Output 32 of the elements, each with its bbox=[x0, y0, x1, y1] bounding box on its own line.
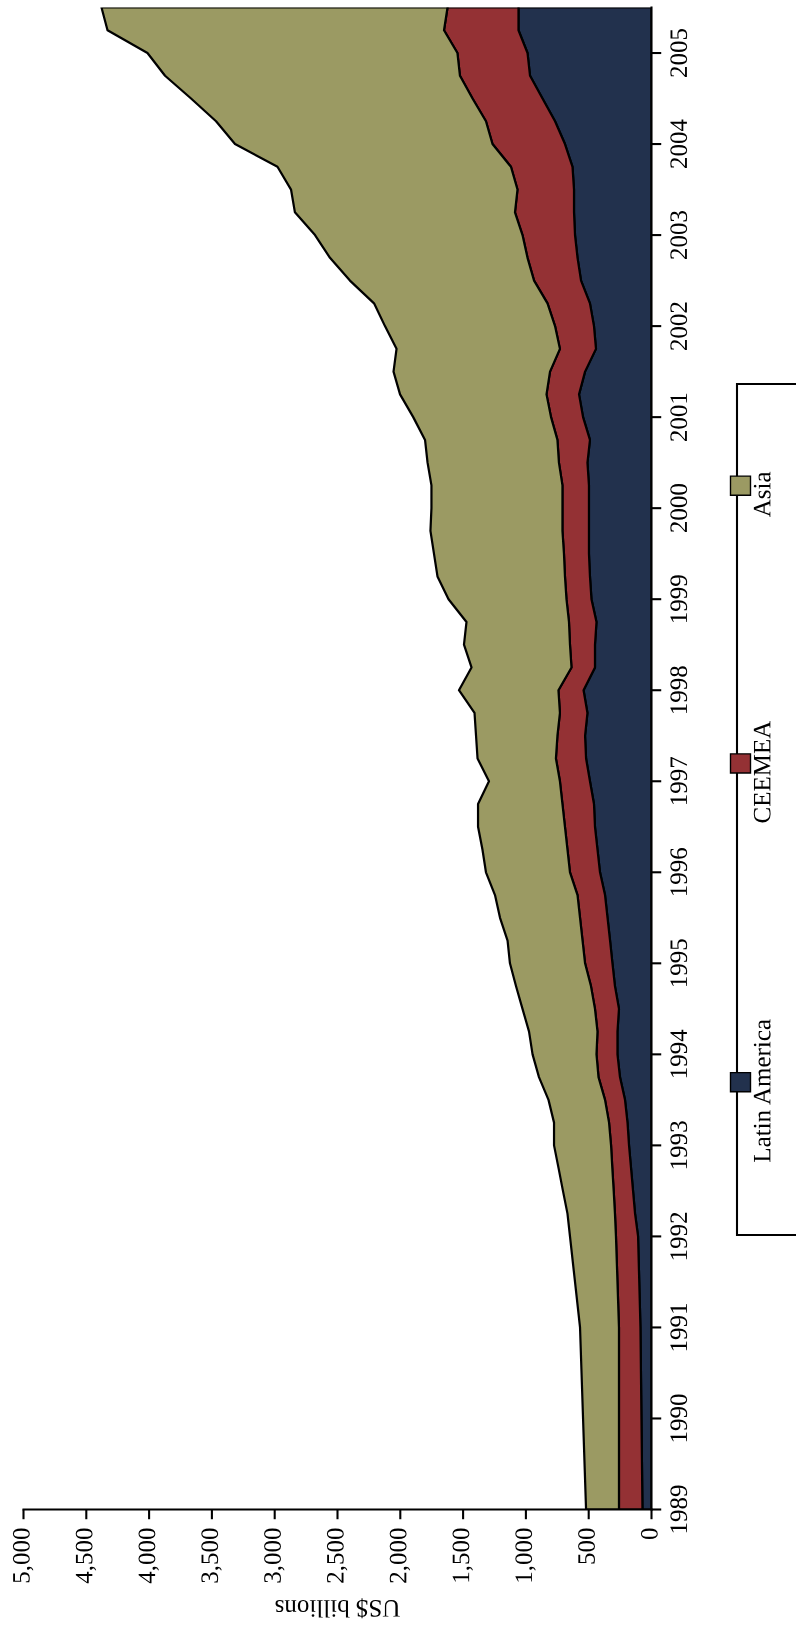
y-tick-label: 2005 bbox=[670, 28, 688, 77]
x-axis-title: US$ billions bbox=[275, 1598, 400, 1619]
legend-label: CEEMEA bbox=[753, 720, 771, 823]
x-tick-label: 2,000 bbox=[389, 1528, 411, 1583]
legend-label: Latin America bbox=[753, 1019, 771, 1162]
y-tick-label: 1992 bbox=[670, 1212, 688, 1260]
x-tick-label: 3,500 bbox=[201, 1528, 222, 1583]
y-tick-label: 1995 bbox=[670, 939, 688, 987]
y-tick-label: 1989 bbox=[670, 1485, 688, 1533]
x-tick-label: 4,000 bbox=[138, 1528, 159, 1584]
y-tick-label: 1999 bbox=[670, 575, 688, 622]
x-tick-label: 1,500 bbox=[452, 1528, 473, 1582]
x-tick-label: 0 bbox=[640, 1528, 658, 1540]
x-tick-label: 5,000 bbox=[12, 1528, 34, 1583]
y-tick-label: 2000 bbox=[670, 484, 688, 533]
y-tick-label: 1998 bbox=[670, 666, 688, 714]
x-tick-label: 1,000 bbox=[515, 1528, 536, 1582]
y-tick-label: 2004 bbox=[670, 119, 688, 168]
y-tick-label: 1996 bbox=[670, 848, 688, 896]
y-tick-label: 2003 bbox=[670, 211, 688, 259]
y-tick-label: 1993 bbox=[670, 1121, 688, 1169]
x-tick-label: 500 bbox=[578, 1528, 595, 1564]
y-tick-label: 2001 bbox=[670, 393, 688, 442]
y-tick-label: 1997 bbox=[670, 756, 688, 805]
x-tick-label: 3,000 bbox=[264, 1528, 285, 1583]
y-tick-label: 2002 bbox=[670, 302, 688, 351]
legend-label: Asia bbox=[753, 471, 771, 518]
y-tick-label: 1991 bbox=[670, 1303, 688, 1351]
y-tick-label: 1994 bbox=[670, 1029, 688, 1078]
x-tick-label: 2,500 bbox=[326, 1528, 348, 1583]
x-tick-label: 4,500 bbox=[75, 1528, 97, 1584]
y-tick-label: 1990 bbox=[670, 1394, 688, 1442]
